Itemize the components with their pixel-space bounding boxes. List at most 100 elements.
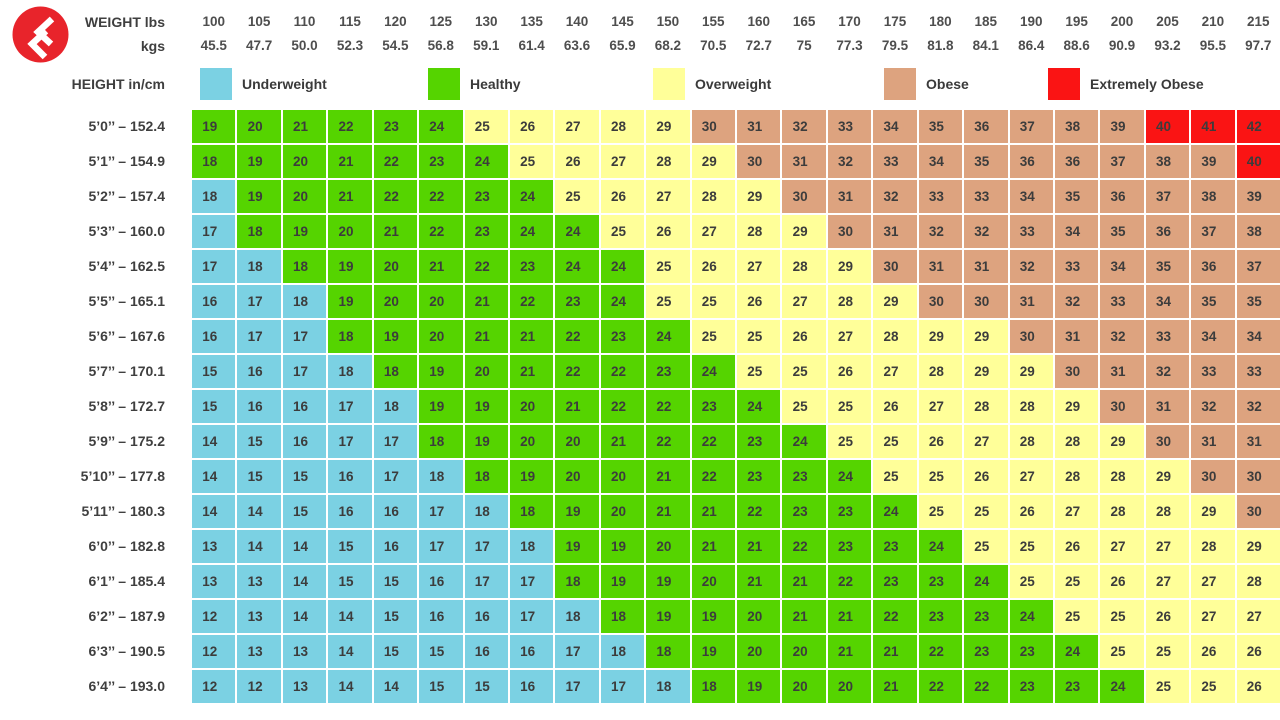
bmi-cell: 15: [328, 530, 372, 563]
bmi-cell: 26: [782, 320, 826, 353]
bmi-cell: 31: [827, 180, 872, 213]
bmi-cell: 36: [964, 110, 1008, 143]
bmi-cell: 25: [1145, 635, 1190, 668]
bmi-cell: 17: [373, 460, 418, 493]
weight-kgs-label: kgs: [140, 38, 165, 54]
bmi-table: 5’0’’ – 152.4 19 20 21 22 23 24 25 26 27 28 29 30 31 3…: [0, 110, 1280, 703]
bmi-cell: 20: [282, 145, 327, 178]
bmi-cell: 28: [1009, 390, 1053, 423]
weight-kgs-value: 54.5: [382, 38, 409, 53]
bmi-cell: 14: [192, 460, 236, 493]
bmi-cell: 20: [600, 460, 645, 493]
bmi-cell: 16: [192, 285, 236, 318]
height-row-label: 6’1’’ – 185.4: [0, 565, 190, 598]
insider-logo: [12, 6, 69, 63]
bmi-cell: 19: [646, 565, 690, 598]
bmi-cell: 31: [737, 110, 781, 143]
legend: Underweight Healthy Overweight Obese Extreme…: [190, 61, 1280, 107]
bmi-cell: 19: [600, 530, 645, 563]
legend-swatch: [884, 68, 916, 100]
bmi-cell: 39: [1100, 110, 1144, 143]
bmi-cell: 21: [464, 285, 508, 318]
bmi-cell: 13: [192, 565, 236, 598]
bmi-cell: 15: [192, 355, 236, 388]
bmi-cell: 35: [918, 110, 963, 143]
bmi-cell: 30: [1236, 495, 1280, 528]
bmi-cell: 24: [1100, 670, 1144, 703]
bmi-cell: 21: [509, 355, 554, 388]
bmi-cell: 35: [1054, 180, 1099, 213]
bmi-cell: 15: [282, 495, 327, 528]
weight-lbs-value: 150: [656, 14, 680, 29]
bmi-cell: 22: [509, 285, 554, 318]
bmi-cell: 25: [1100, 635, 1144, 668]
height-axis-label: HEIGHT in/cm: [71, 76, 165, 92]
bmi-cell: 20: [373, 285, 418, 318]
bmi-cell: 33: [1145, 320, 1190, 353]
weight-kgs-value: 81.8: [927, 38, 954, 53]
bmi-cell: 42: [1236, 110, 1280, 143]
height-row-label: 5’2’’ – 157.4: [0, 180, 190, 213]
bmi-cell: 16: [282, 425, 327, 458]
bmi-cell: 19: [464, 390, 508, 423]
bmi-cell: 22: [918, 635, 963, 668]
legend-label: Underweight: [242, 76, 327, 92]
bmi-cell: 18: [419, 460, 463, 493]
bmi-cell: 30: [737, 145, 781, 178]
bmi-cell: 22: [918, 670, 963, 703]
bmi-cell: 27: [1054, 495, 1099, 528]
bmi-cell: 23: [918, 600, 963, 633]
height-row-label: 5’9’’ – 175.2: [0, 425, 190, 458]
bmi-cell: 33: [1191, 355, 1235, 388]
bmi-cell: 32: [918, 215, 963, 248]
bmi-cell: 16: [419, 565, 463, 598]
bmi-cell: 14: [237, 495, 281, 528]
bmi-cell: 24: [737, 390, 781, 423]
bmi-cell: 24: [691, 355, 735, 388]
bmi-cell: 30: [1191, 460, 1235, 493]
bmi-cell: 35: [1100, 215, 1144, 248]
bmi-cell: 29: [827, 250, 872, 283]
bmi-cell: 15: [282, 460, 327, 493]
bmi-cell: 12: [192, 670, 236, 703]
bmi-cell: 17: [282, 355, 327, 388]
bmi-cell: 17: [555, 670, 599, 703]
bmi-cell: 25: [509, 145, 554, 178]
bmi-cell: 33: [1100, 285, 1144, 318]
bmi-cell: 18: [192, 145, 236, 178]
bmi-cell: 22: [600, 355, 645, 388]
bmi-cell: 32: [827, 145, 872, 178]
bmi-cell: 17: [464, 530, 508, 563]
bmi-cell: 30: [1236, 460, 1280, 493]
bmi-cell: 22: [464, 250, 508, 283]
bmi-cell: 24: [1009, 600, 1053, 633]
bmi-cell: 27: [873, 355, 917, 388]
bmi-cell: 21: [782, 600, 826, 633]
bmi-cell: 21: [691, 530, 735, 563]
weight-kgs-value: 56.8: [427, 38, 454, 53]
bmi-cell: 18: [328, 355, 372, 388]
bmi-cell: 31: [1236, 425, 1280, 458]
bmi-cell: 31: [1145, 390, 1190, 423]
bmi-cell: 36: [1100, 180, 1144, 213]
height-row-label: 6’4’’ – 193.0: [0, 670, 190, 703]
bmi-cell: 27: [1100, 530, 1144, 563]
height-row-label: 5’11’’ – 180.3: [0, 495, 190, 528]
bmi-cell: 21: [691, 495, 735, 528]
bmi-cell: 28: [782, 250, 826, 283]
weight-lbs-value: 215: [1247, 14, 1270, 29]
legend-item: Healthy: [428, 68, 521, 100]
bmi-cell: 19: [419, 390, 463, 423]
bmi-cell: 25: [600, 215, 645, 248]
bmi-cell: 13: [282, 670, 327, 703]
bmi-cell: 30: [827, 215, 872, 248]
bmi-cell: 23: [509, 250, 554, 283]
bmi-cell: 26: [646, 215, 690, 248]
bmi-cell: 26: [737, 285, 781, 318]
height-row-label: 5’0’’ – 152.4: [0, 110, 190, 143]
bmi-cell: 25: [918, 495, 963, 528]
bmi-cell: 29: [964, 320, 1008, 353]
weight-kgs-value: 90.9: [1108, 38, 1136, 53]
bmi-cell: 23: [373, 110, 418, 143]
bmi-cell: 14: [328, 670, 372, 703]
